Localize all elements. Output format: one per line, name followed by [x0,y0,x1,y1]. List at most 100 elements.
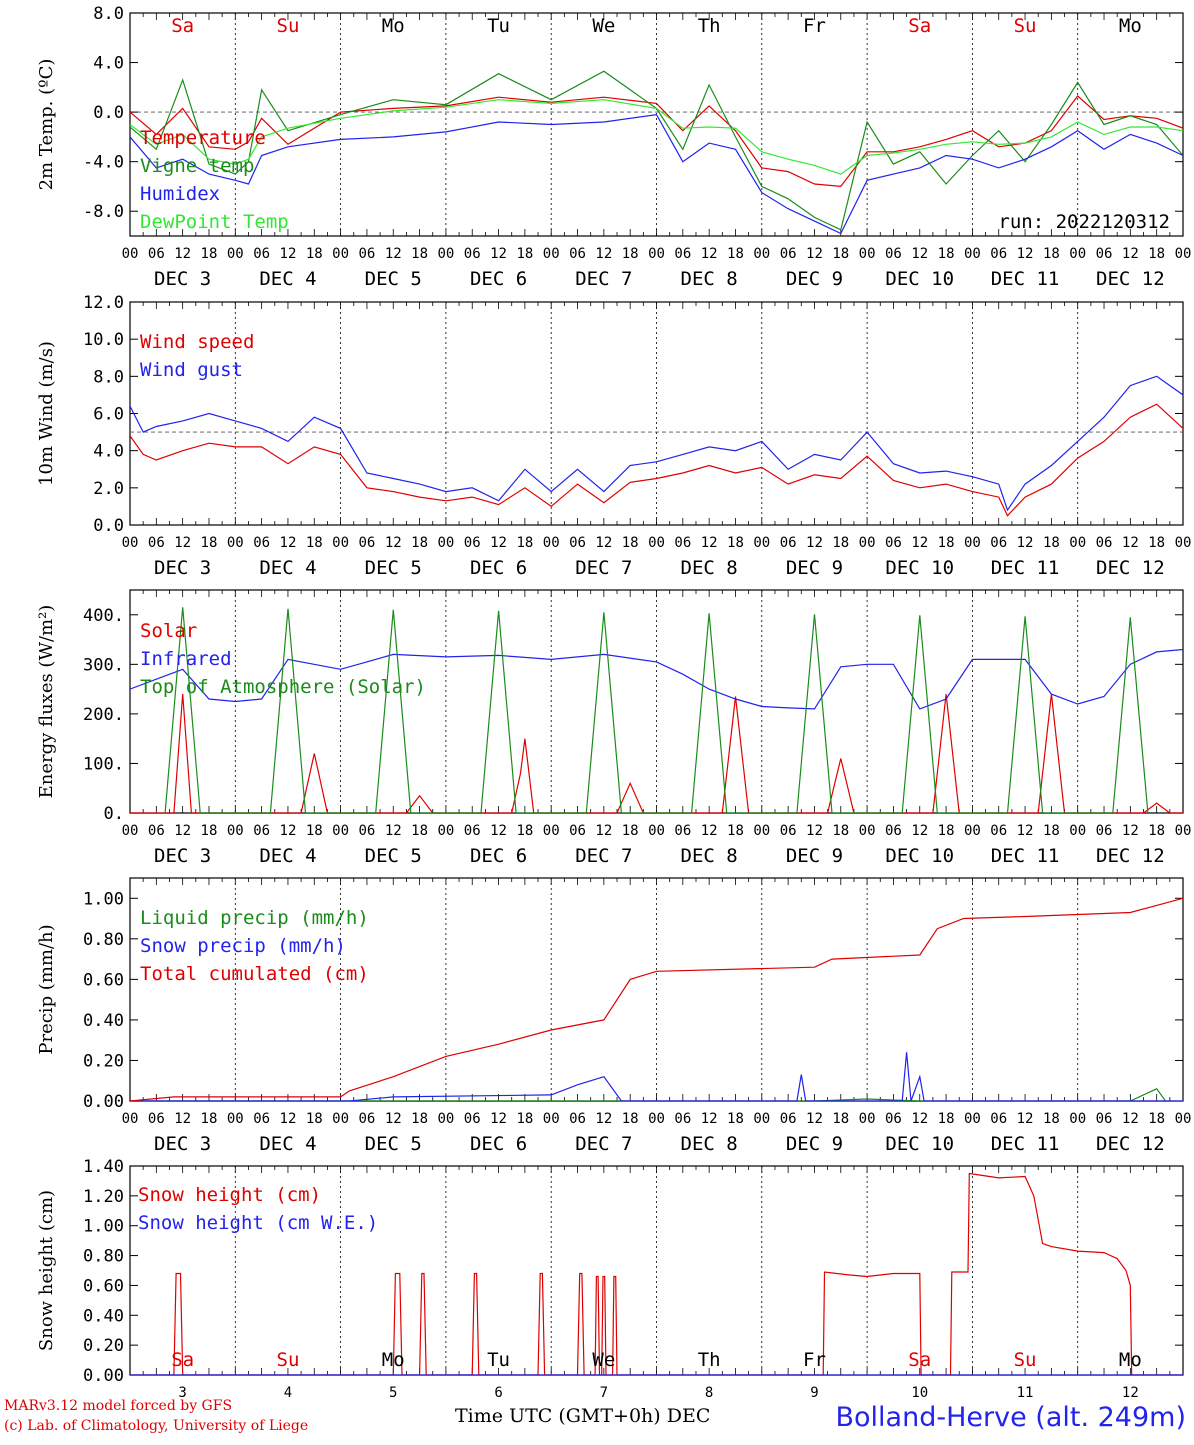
hour-tick-label: 00 [648,535,665,551]
weekday-label: Tu [487,15,510,37]
y-tick-label: 8.0 [93,4,124,24]
y-tick-label: 4.0 [93,442,124,462]
hour-tick-label: 12 [1017,1111,1034,1127]
hour-tick-label: 18 [622,246,639,262]
hour-tick-label: 06 [990,823,1007,839]
date-label: DEC 11 [991,268,1060,290]
legend-entry: Snow height (cm W.E.) [138,1212,378,1234]
hour-tick-label: 18 [306,246,323,262]
hour-tick-label: 18 [727,823,744,839]
hour-tick-label: 12 [911,823,928,839]
hour-tick-label: 00 [648,823,665,839]
hour-tick-label: 18 [727,246,744,262]
hour-tick-label: 12 [911,535,928,551]
hour-tick-label: 06 [780,535,797,551]
series-line-top-of-atmosphere-solar- [164,607,1149,813]
date-label: DEC 3 [154,268,211,290]
hour-tick-label: 06 [990,1111,1007,1127]
hour-tick-label: 18 [411,535,428,551]
legend-entry: Snow precip (mm/h) [140,935,346,957]
y-tick-label: 1.00 [83,1217,124,1237]
hour-tick-label: 06 [1096,535,1113,551]
date-label: DEC 6 [470,1133,527,1155]
hour-tick-label: 18 [306,823,323,839]
hour-tick-label: 12 [911,246,928,262]
hour-tick-label: 18 [1043,823,1060,839]
y-tick-label: 12.0 [83,293,124,313]
day-number-label: 8 [705,1385,713,1401]
hour-tick-label: 18 [832,246,849,262]
series-line-total-cumulated-cm- [130,897,1183,1101]
hour-tick-label: 06 [780,1111,797,1127]
hour-tick-label: 06 [990,246,1007,262]
date-label: DEC 7 [575,557,632,579]
y-tick-label: 400. [83,606,124,626]
legend-entry: Temperature [140,127,266,149]
hour-tick-label: 06 [1096,823,1113,839]
hour-tick-label: 06 [464,246,481,262]
hour-tick-label: 18 [516,246,533,262]
date-label: DEC 4 [259,1133,316,1155]
hour-tick-label: 12 [280,535,297,551]
weekday-label-bottom: Su [277,1349,300,1371]
series-line-infrared [130,648,1183,710]
hour-tick-label: 18 [1148,535,1165,551]
weekday-label-bottom: Fr [803,1349,826,1371]
y-axis-title: Snow height (cm) [36,1190,57,1351]
hour-tick-label: 18 [306,1111,323,1127]
hour-tick-label: 00 [964,535,981,551]
y-tick-label: 0.40 [83,1306,124,1326]
hour-tick-label: 12 [385,535,402,551]
hour-tick-label: 18 [938,535,955,551]
series-line-temperature [130,95,1183,188]
hour-tick-label: 06 [148,823,165,839]
hour-tick-label: 18 [516,535,533,551]
hour-tick-label: 00 [859,1111,876,1127]
hour-tick-label: 06 [780,246,797,262]
series-line-vigne-temp [130,70,1183,231]
y-tick-label: 6.0 [93,405,124,425]
hour-tick-label: 18 [938,1111,955,1127]
date-label: DEC 10 [885,268,954,290]
date-label: DEC 10 [885,557,954,579]
weekday-label-bottom: Tu [487,1349,510,1371]
weekday-label: Su [277,15,300,37]
hour-tick-label: 00 [437,823,454,839]
hour-tick-label: 06 [148,246,165,262]
hour-tick-label: 18 [622,1111,639,1127]
date-label: DEC 12 [1096,268,1165,290]
hour-tick-label: 06 [674,823,691,839]
hour-tick-label: 18 [1043,246,1060,262]
y-tick-label: 0.20 [83,1051,124,1071]
y-tick-label: 0.80 [83,930,124,950]
hour-tick-label: 06 [464,1111,481,1127]
date-label: DEC 3 [154,1133,211,1155]
legend-entry: Total cumulated (cm) [140,963,369,985]
date-label: DEC 10 [885,845,954,867]
station-name: Bolland-Herve (alt. 249m) [835,1402,1186,1433]
y-tick-label: 1.20 [83,1187,124,1207]
weekday-label: Mo [382,15,405,37]
hour-tick-label: 06 [358,823,375,839]
hour-tick-label: 18 [306,535,323,551]
y-axis-title: 10m Wind (m/s) [36,341,57,486]
hour-tick-label: 00 [227,1111,244,1127]
hour-tick-label: 18 [727,535,744,551]
series-line-snow-height-cm- [130,1172,1183,1375]
date-label: DEC 4 [259,557,316,579]
hour-tick-label: 00 [964,1111,981,1127]
legend-entry: Wind gust [140,359,243,381]
weekday-label-bottom: We [592,1349,615,1371]
day-number-label: 4 [284,1385,292,1401]
hour-tick-label: 12 [174,1111,191,1127]
hour-tick-label: 18 [1148,823,1165,839]
hour-tick-label: 12 [1122,1111,1139,1127]
hour-tick-label: 00 [332,823,349,839]
hour-tick-label: 18 [201,535,218,551]
hour-tick-label: 18 [622,823,639,839]
date-label: DEC 6 [470,268,527,290]
legend-entry: Solar [140,620,197,642]
hour-tick-label: 06 [569,823,586,839]
y-tick-label: 0.60 [83,970,124,990]
legend-entry: Wind speed [140,331,254,353]
